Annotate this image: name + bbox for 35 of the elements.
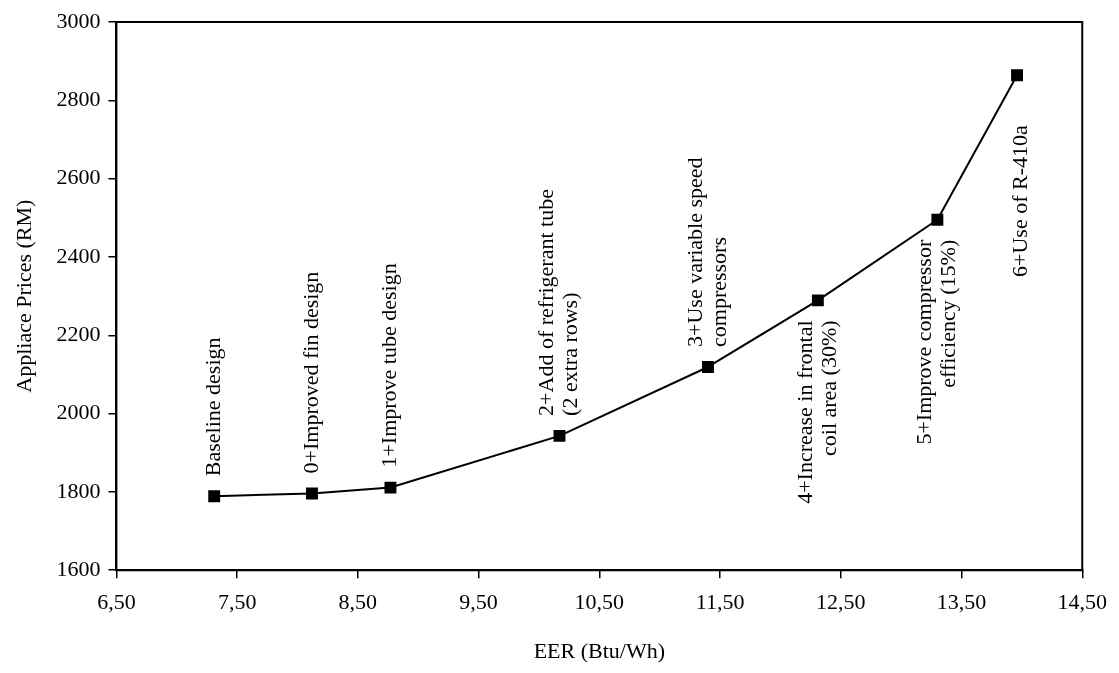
y-tick-label: 2200 [56,321,101,347]
annotation: 1+Improve tube design [376,263,402,468]
x-tick-label: 7,50 [217,589,257,615]
x-tick-label: 14,50 [1057,589,1107,615]
annotation: 4+Increase in frontal coil area (30%) [791,320,841,504]
annotation: 6+Use of R-410a [1006,125,1032,277]
x-tick-label: 6,50 [97,589,136,615]
x-tick-label: 9,50 [459,589,498,615]
y-tick-label: 3000 [56,7,101,33]
y-axis-title: Appliace Prices (RM) [10,199,36,393]
x-tick-label: 10,50 [574,589,625,615]
annotation: 2+Add of refrigerant tube (2 extra rows) [533,189,583,416]
y-tick-label: 2600 [56,164,101,190]
annotation: 0+Improved fin design [297,271,323,474]
x-axis-title: EER (Btu/Wh) [533,637,666,663]
annotation: 3+Use variable speed compressors [681,157,731,347]
point [1011,69,1024,82]
y-tick-label: 2000 [56,399,101,425]
y-tick-label: 1600 [56,555,101,581]
y-tick-label: 1800 [56,477,101,503]
annotation: Baseline design [199,337,225,477]
point [811,294,824,307]
x-tick-label: 12,50 [816,589,866,615]
x-tick-label: 13,50 [936,589,987,615]
x-tick-label: 11,50 [695,589,745,615]
x-tick-label: 8,50 [338,589,378,615]
annotation: 5+Improve compressor efficiency (15%) [911,239,961,445]
y-tick-label: 2800 [56,86,101,112]
point [306,487,318,500]
point [553,429,566,442]
point [384,481,397,494]
point [208,490,221,503]
y-tick-label: 2400 [56,242,101,268]
point [931,213,944,226]
point [702,361,714,373]
